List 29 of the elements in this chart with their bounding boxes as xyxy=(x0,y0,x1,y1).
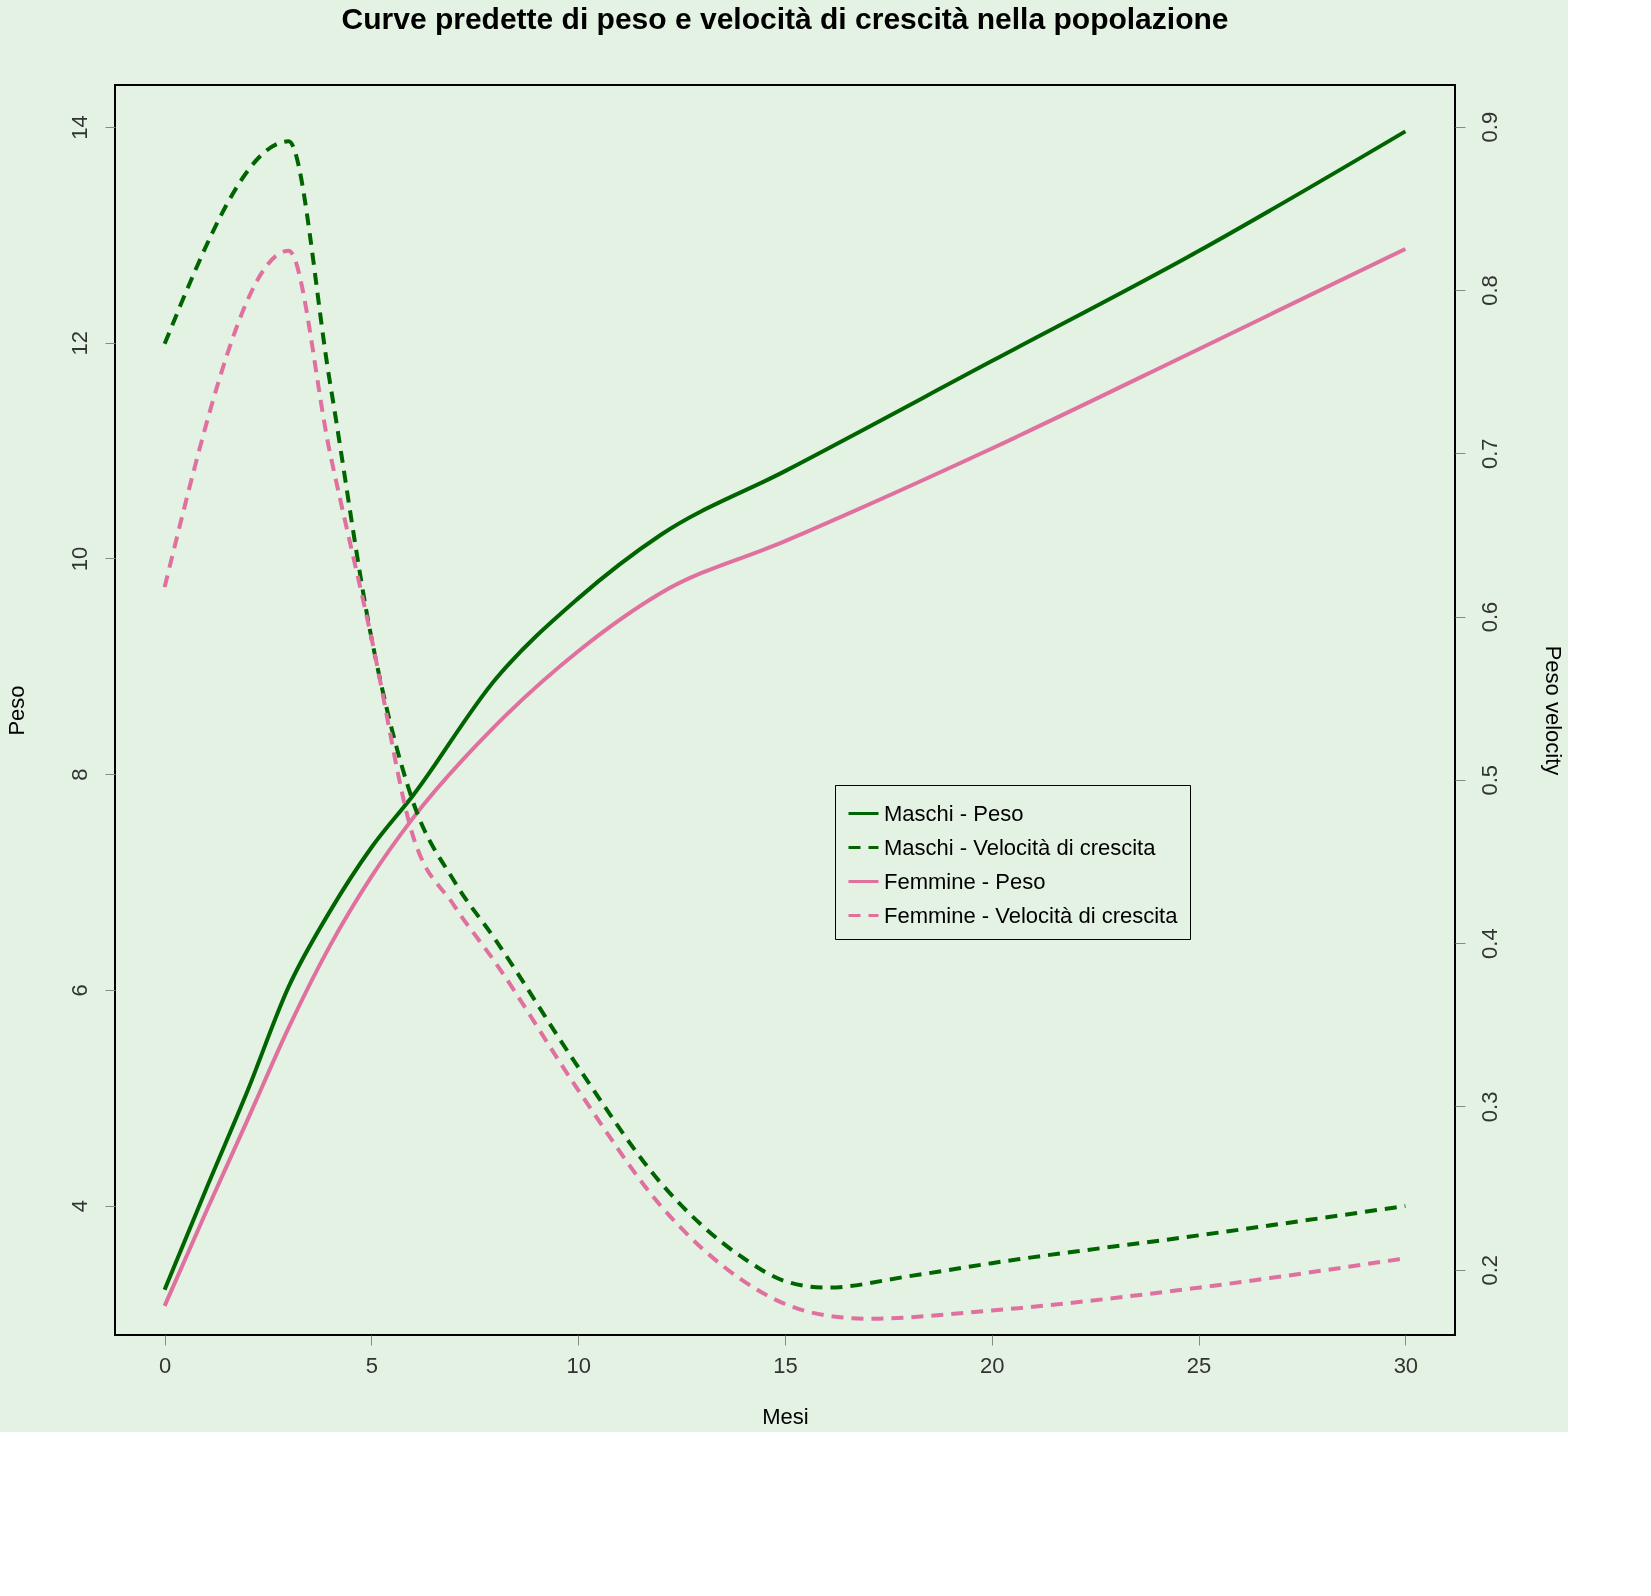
x-tick-label: 15 xyxy=(773,1352,798,1378)
legend-label: Maschi - Peso xyxy=(884,800,1024,826)
legend-label: Femmine - Velocità di crescita xyxy=(884,902,1179,928)
x-tick-label: 10 xyxy=(566,1352,591,1378)
y-tick-label: 6 xyxy=(66,984,92,997)
chart-title: Curve predette di peso e velocità di crescità nella popolazione xyxy=(341,2,1229,35)
y2-tick-label: 0.2 xyxy=(1476,1254,1502,1286)
y2-tick-label: 0.6 xyxy=(1476,601,1502,633)
legend-label: Maschi - Velocità di crescita xyxy=(884,834,1157,860)
y-axis-title: Peso xyxy=(3,685,29,736)
y2-tick-label: 0.5 xyxy=(1476,765,1502,796)
x-tick-label: 25 xyxy=(1186,1352,1212,1378)
x-axis-title: Mesi xyxy=(762,1403,809,1429)
x-tick-label: 20 xyxy=(980,1352,1005,1378)
legend-label: Femmine - Peso xyxy=(884,868,1046,894)
y2-tick-label: 0.3 xyxy=(1476,1091,1502,1123)
y2-tick-label: 0.4 xyxy=(1476,928,1502,959)
y-tick-label: 10 xyxy=(66,546,92,572)
x-tick-label: 0 xyxy=(159,1352,172,1378)
y2-tick-label: 0.9 xyxy=(1476,111,1502,143)
y2-tick-label: 0.8 xyxy=(1476,275,1502,306)
x-tick-label: 5 xyxy=(365,1352,379,1378)
y2-tick-label: 0.7 xyxy=(1476,438,1502,470)
y-tick-label: 14 xyxy=(66,115,92,140)
x-tick-label: 30 xyxy=(1393,1352,1419,1378)
y-tick-label: 12 xyxy=(66,331,92,356)
y-tick-label: 8 xyxy=(66,768,92,781)
y2-axis-title: Peso velocity xyxy=(1540,645,1566,776)
y-tick-label: 4 xyxy=(66,1199,92,1213)
